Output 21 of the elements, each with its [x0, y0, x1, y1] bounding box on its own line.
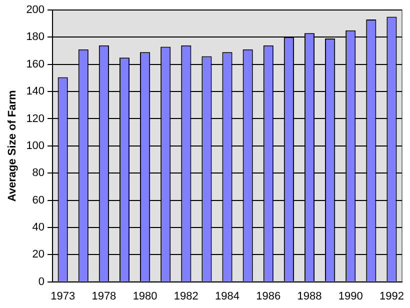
- x-tick-label: 1973: [50, 290, 76, 302]
- y-tick-label: 20: [32, 248, 45, 261]
- x-tick-label: 1990: [338, 290, 363, 302]
- y-tick-label: 0: [38, 276, 45, 288]
- y-tick-label: 40: [32, 221, 45, 234]
- y-tick-label: 60: [32, 194, 45, 206]
- y-tick-label: 140: [26, 86, 45, 98]
- x-tick-label: 1992: [379, 290, 404, 302]
- x-tick-label: 1986: [256, 290, 281, 302]
- x-tick-label: 1984: [215, 290, 240, 302]
- y-tick-label: 200: [26, 4, 45, 16]
- y-tick-label: 160: [26, 58, 45, 70]
- x-tick-label: 1988: [297, 290, 322, 302]
- y-axis-title: Average Size of Farm: [6, 90, 19, 202]
- y-tick-label: 180: [26, 31, 45, 44]
- y-tick-label: 120: [26, 112, 45, 125]
- x-tick-label: 1982: [174, 290, 198, 302]
- x-tick-label: 1978: [92, 290, 116, 302]
- x-tick-label: 1980: [132, 290, 158, 302]
- y-tick-label: 100: [26, 140, 45, 152]
- y-tick-label: 80: [32, 167, 45, 180]
